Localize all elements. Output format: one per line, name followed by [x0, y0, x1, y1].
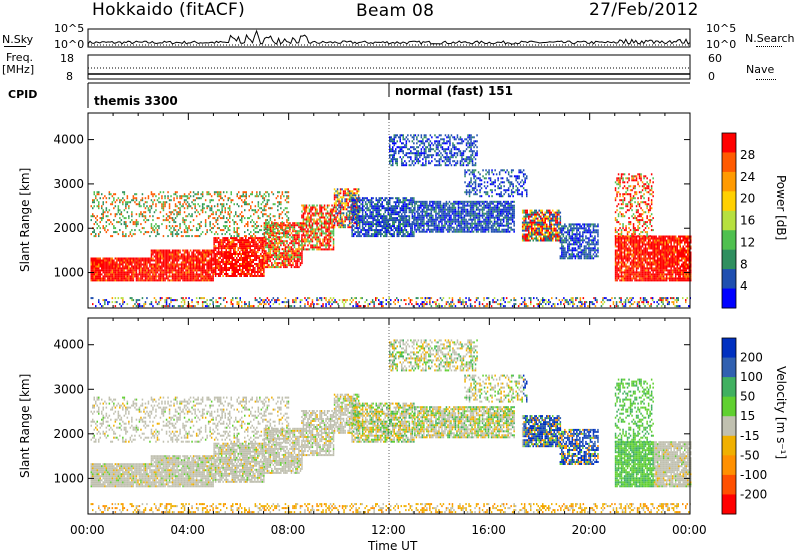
velocity-colorbar-swatch [722, 377, 736, 398]
power-colorbar-tick-label: 8 [740, 257, 748, 271]
velocity-colorbar-swatch [722, 455, 736, 476]
power-colorbar-swatch [722, 171, 736, 192]
velocity-colorbar-swatch [722, 474, 736, 495]
freq-tick-low: 8 [66, 70, 73, 83]
nsky-label: N.Sky [2, 33, 34, 46]
nave-tick-high: 60 [708, 52, 722, 65]
power-colorbar-swatch [722, 152, 736, 173]
power-colorbar-tick-label: 16 [740, 214, 755, 228]
y-tick-label: 4000 [53, 133, 84, 147]
nsearch-label: N.Search [745, 32, 795, 45]
power-colorbar-swatch [722, 133, 736, 153]
nave-line-key [756, 79, 776, 80]
power-data-cells [90, 134, 692, 308]
velocity-colorbar-swatch [722, 494, 736, 515]
velocity-colorbar-tick-label: -200 [740, 487, 767, 501]
velocity-colorbar-swatch [722, 416, 736, 437]
velocity-colorbar-swatch [722, 396, 736, 417]
nsearch-line-key [756, 46, 782, 47]
velocity-colorbar-tick-label: -100 [740, 468, 767, 482]
y-tick-label: 2000 [53, 221, 84, 235]
power-colorbar-tick-label: 24 [740, 170, 755, 184]
nsearch-tick-high: 10^5 [706, 22, 737, 35]
velocity-colorbar-tick-label: -50 [740, 448, 760, 462]
x-tick-label: 08:00 [270, 523, 306, 537]
power-colorbar-swatch [722, 269, 736, 290]
y-tick-label: 4000 [53, 338, 84, 352]
freq-tick-high: 18 [60, 52, 74, 65]
nsky-tick-high: 10^5 [54, 22, 85, 35]
x-tick-label: 12:00 [371, 523, 406, 537]
velocity-colorbar-swatch [722, 435, 736, 456]
y-tick-label: 3000 [53, 382, 84, 396]
power-colorbar-tick-label: 20 [740, 192, 755, 206]
nsky-line-key [4, 46, 26, 47]
y-tick-label: 1000 [53, 471, 84, 485]
power-colorbar-tick-label: 12 [740, 235, 755, 249]
power-colorbar-tick-label: 28 [740, 148, 755, 162]
nave-tick-low: 0 [708, 70, 715, 83]
x-tick-label: 00:00 [672, 523, 707, 537]
x-tick-label: 04:00 [170, 523, 205, 537]
x-tick-label: 16:00 [471, 523, 506, 537]
power-colorbar-swatch [722, 230, 736, 251]
velocity-colorbar-tick-label: 15 [740, 409, 755, 423]
cpid-label: CPID [8, 88, 38, 101]
nave-label: Nave [746, 63, 775, 76]
x-tick-label: 00:00 [70, 523, 105, 537]
cpid-mode-themis: themis 3300 [94, 94, 178, 108]
freq-label: Freq. [6, 51, 34, 64]
nsky-trace [87, 29, 691, 45]
date-title: 27/Feb/2012 [589, 0, 699, 20]
y-tick-label: 2000 [53, 427, 84, 441]
cpid-mode-normal: normal (fast) 151 [395, 84, 513, 98]
freq-panel-frame [87, 54, 691, 80]
power-colorbar-swatch [722, 210, 736, 231]
velocity-colorbar-swatch [722, 357, 736, 378]
beam-title: Beam 08 [356, 1, 435, 21]
velocity-colorbar-tick-label: 100 [740, 370, 763, 384]
nsky-panel-frame [87, 28, 691, 48]
station-title: Hokkaido (fitACF) [92, 0, 246, 20]
y-tick-label: 3000 [53, 177, 84, 191]
power-colorbar-swatch [722, 191, 736, 212]
velocity-data-cells [90, 339, 692, 514]
power-colorbar-swatch [722, 288, 736, 309]
velocity-colorbar-frame [721, 337, 737, 515]
power-colorbar-swatch [722, 249, 736, 270]
x-tick-label: 20:00 [571, 523, 607, 537]
velocity-colorbar-tick-label: 50 [740, 390, 755, 404]
power-colorbar-tick-label: 4 [740, 279, 748, 293]
y-tick-label: 1000 [53, 266, 84, 280]
velocity-colorbar-tick-label: -15 [740, 429, 760, 443]
freq-unit: [MHz] [2, 63, 35, 76]
power-colorbar-frame [721, 132, 737, 309]
nsearch-tick-low: 10^0 [706, 38, 737, 51]
x-axis-label: Time UT [368, 539, 418, 553]
velocity-colorbar-tick-label: 200 [740, 351, 763, 365]
nsky-tick-low: 10^0 [54, 38, 85, 51]
velocity-colorbar-swatch [722, 338, 736, 359]
